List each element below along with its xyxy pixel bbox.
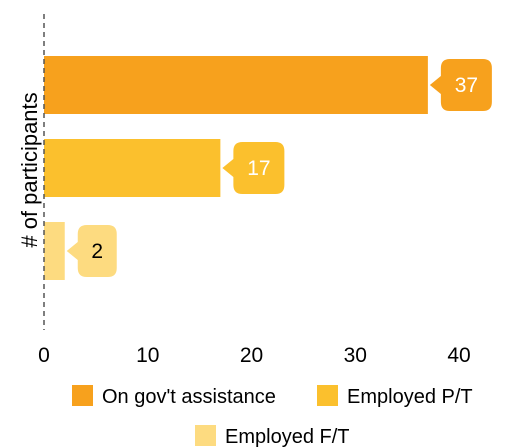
y-axis-label: # of participants [17,92,42,247]
x-tick-label-4: 40 [447,344,470,367]
legend-label-0: On gov't assistance [102,386,276,408]
bars-group [44,56,428,280]
data-label-1: 17 [247,157,270,180]
legend-label-2: Employed F/T [225,426,349,447]
legend: On gov't assistance Employed P/T Employed … [72,385,473,447]
x-tick-label-2: 20 [240,344,263,367]
legend-swatch-0 [72,385,93,406]
legend-label-1: Employed P/T [347,386,473,408]
x-tick-labels: 0 10 20 30 40 [38,344,471,367]
x-tick-label-1: 10 [136,344,159,367]
x-tick-label-0: 0 [38,344,50,367]
bar-1 [44,139,221,197]
data-label-2: 2 [91,240,103,263]
bar-0 [44,56,428,114]
data-label-bubble-2 [66,225,117,277]
data-label-bubble-1 [222,142,285,194]
x-tick-label-3: 30 [344,344,367,367]
data-label-0: 37 [455,74,478,97]
bar-2 [44,222,65,280]
legend-swatch-2 [195,425,216,446]
data-labels-group: 37 17 2 [66,59,492,277]
data-label-bubble-0 [429,59,492,111]
legend-swatch-1 [317,385,338,406]
